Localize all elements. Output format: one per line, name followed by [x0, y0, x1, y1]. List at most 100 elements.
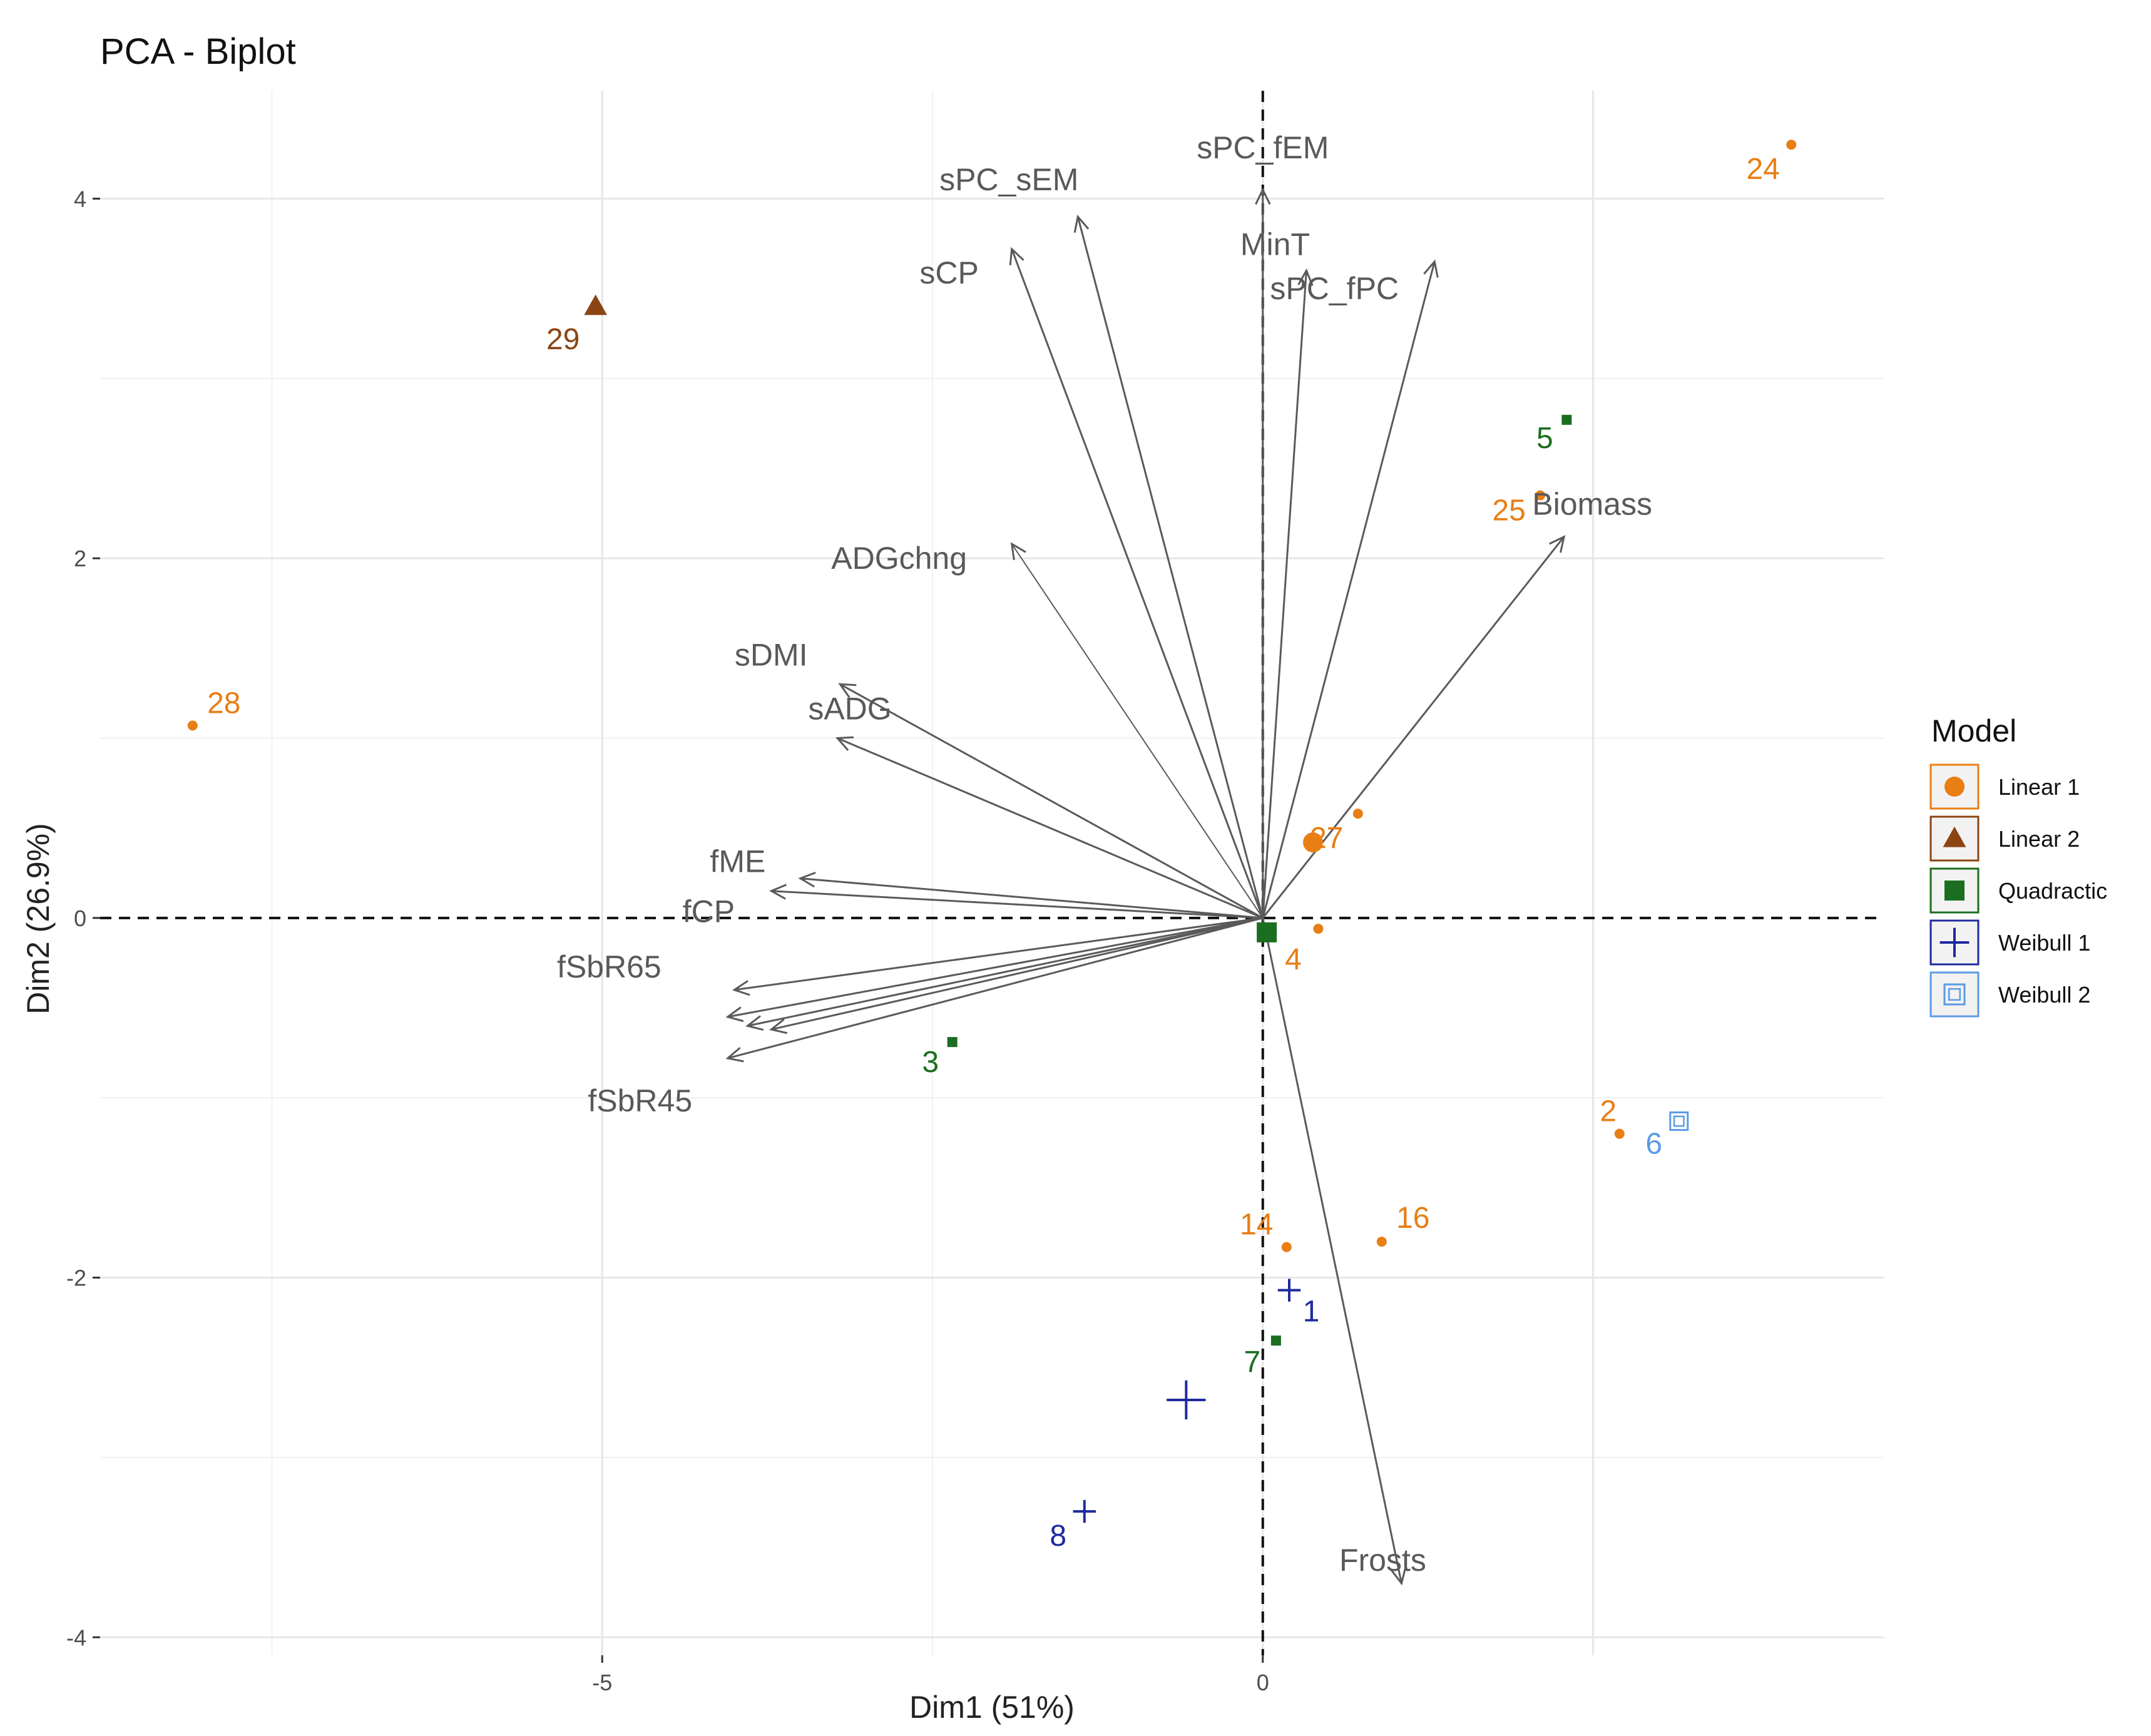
data-point [1073, 1499, 1096, 1523]
arrow-head [732, 980, 750, 996]
point-label: 14 [1240, 1208, 1273, 1242]
variable-arrow [1262, 536, 1565, 919]
variable-label: sDMI [735, 637, 808, 672]
y-tick-label: 4 [74, 186, 86, 212]
legend-label: Linear 1 [1998, 774, 2080, 800]
variable-arrow [1262, 917, 1402, 1584]
arrow-head [838, 683, 857, 698]
data-point [187, 720, 198, 731]
variable-arrow [800, 877, 1263, 919]
variable-arrow [839, 683, 1264, 919]
point-label: 7 [1244, 1345, 1261, 1379]
variable-label: sPC_fPC [1270, 271, 1399, 306]
point-label: 3 [922, 1046, 939, 1079]
data-point [1352, 809, 1363, 819]
legend-key-symbol [1944, 777, 1965, 797]
arrow-head [1010, 542, 1026, 561]
point-label: 16 [1396, 1202, 1429, 1235]
group-centroid [1303, 832, 1323, 853]
reference-lines [100, 91, 1884, 1655]
variable-label: fSbR65 [557, 949, 662, 984]
point-label: 24 [1747, 153, 1780, 186]
variable-label: Biomass [1532, 487, 1652, 522]
point-label: 2 [1600, 1095, 1617, 1128]
variable-arrow [734, 917, 1263, 991]
point-label: 29 [546, 323, 580, 356]
legend-label: Weibull 2 [1998, 982, 2090, 1008]
variable-arrow [1262, 270, 1307, 918]
variable-arrow [1011, 248, 1264, 919]
variable-arrow [771, 917, 1264, 1031]
legend: Model Linear 1 Linear 2 Quadractic Weibull … [1929, 713, 2107, 1018]
data-point [1535, 490, 1546, 501]
variable-label: sPC_sEM [939, 162, 1078, 197]
variable-arrow [1011, 543, 1264, 919]
data-point [1669, 1111, 1689, 1131]
group-centroid [1167, 1380, 1206, 1420]
arrow-head [769, 1018, 788, 1034]
point-label: 6 [1645, 1128, 1662, 1161]
data-point [584, 294, 608, 315]
legend-label: Linear 2 [1998, 826, 2080, 852]
data-point [947, 1037, 958, 1048]
axis-ticks: -5 0 4 2 0 -2 -4 [66, 186, 1269, 1695]
data-point [1561, 414, 1572, 425]
variable-label: Frosts [1339, 1543, 1426, 1578]
variable-label: fME [710, 844, 765, 879]
arrow-head [798, 871, 816, 888]
arrow-head [1009, 247, 1024, 265]
x-tick-label: 0 [1257, 1670, 1269, 1695]
point-label: 25 [1492, 494, 1525, 528]
y-axis-title: Dim2 (26.9%) [21, 823, 56, 1014]
data-point [1277, 1279, 1301, 1302]
data-point [1376, 1237, 1387, 1247]
variable-arrow [771, 890, 1263, 919]
variable-label: sADG [808, 691, 891, 726]
legend-key-symbol [1943, 983, 1966, 1006]
arrow-head [1073, 214, 1090, 233]
variable-label: fCP [683, 894, 735, 929]
legend-key [1929, 971, 1980, 1018]
data-point [1270, 1335, 1281, 1346]
variable-arrow [1262, 261, 1436, 919]
arrow-head [1549, 534, 1566, 553]
data-point [1313, 924, 1324, 934]
arrow-head [1423, 259, 1439, 278]
variable-label: sPC_fEM [1197, 130, 1329, 165]
arrow-head [769, 884, 787, 900]
variable-arrow [727, 917, 1264, 1018]
variable-label: MinT [1240, 227, 1310, 262]
arrow-head [1391, 1567, 1407, 1586]
variable-label: ADGchng [831, 541, 967, 576]
data-point [1281, 1242, 1292, 1252]
variable-label: fSbR45 [588, 1083, 692, 1118]
point-label: 4 [1285, 943, 1302, 976]
variable-labels: sPC_sEM sPC_fEM MinT sPC_fPC sCP Biomass ADGch… [557, 130, 1652, 1578]
legend-key-symbol [1944, 881, 1965, 901]
y-tick-label: -4 [66, 1625, 86, 1650]
y-tick-label: 0 [74, 906, 86, 931]
variable-arrow [837, 737, 1264, 919]
variable-label: sCP [919, 255, 978, 290]
data-point [1614, 1128, 1625, 1139]
point-label: 28 [207, 687, 240, 720]
y-tick-label: 2 [74, 546, 86, 571]
x-tick-label: -5 [592, 1670, 612, 1695]
point-label: 5 [1536, 422, 1553, 455]
legend-label: Quadractic [1998, 878, 2107, 904]
grid [100, 91, 1884, 1655]
point-label: 1 [1303, 1295, 1320, 1329]
variable-arrow [727, 917, 1264, 1059]
legend-label: Weibull 1 [1998, 930, 2090, 956]
x-axis-title: Dim1 (51%) [909, 1690, 1075, 1725]
arrow-head [835, 736, 854, 752]
variable-arrow [747, 917, 1264, 1027]
arrow-head [725, 1046, 744, 1063]
arrow-head [725, 1006, 744, 1023]
variable-arrows [725, 187, 1566, 1586]
arrow-head [1255, 187, 1271, 205]
arrow-head [745, 1015, 764, 1031]
legend-key-symbol [1943, 826, 1966, 847]
